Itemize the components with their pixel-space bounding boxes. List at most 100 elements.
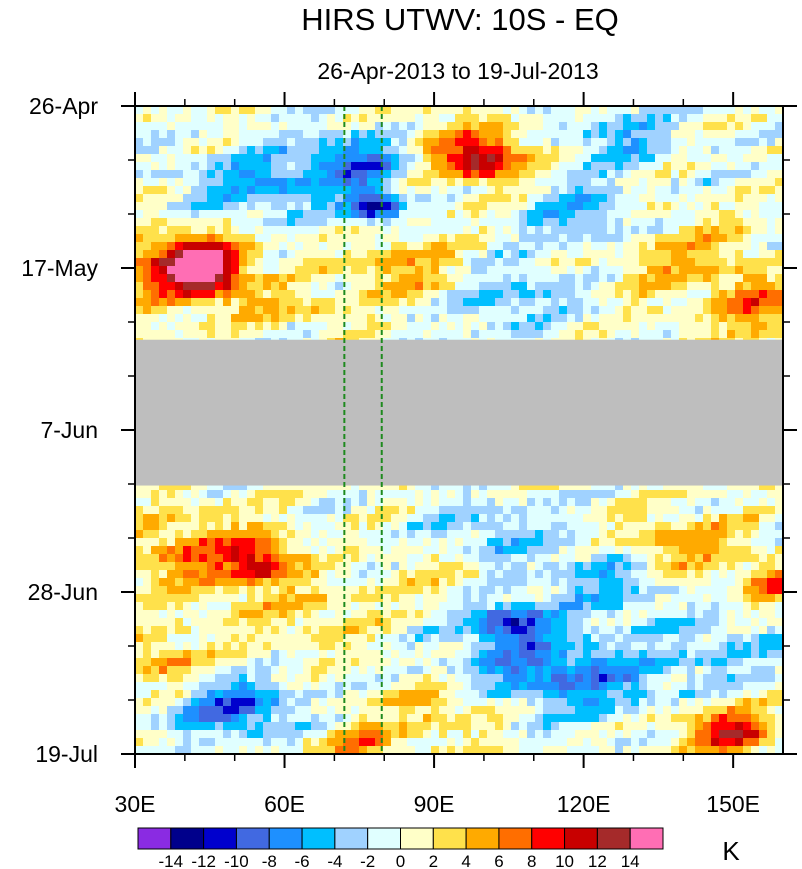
heatmap-cell [447,226,456,235]
heatmap-cell [551,642,560,651]
heatmap-cell [327,162,336,171]
heatmap-cell [239,530,248,539]
heatmap-cell [591,674,600,683]
heatmap-cell [135,666,144,675]
heatmap-cell [439,674,448,683]
heatmap-cell [423,722,432,731]
heatmap-cell [295,514,304,523]
heatmap-cell [343,546,352,555]
heatmap-cell [463,170,472,179]
heatmap-cell [311,538,320,547]
heatmap-cell [159,562,168,571]
heatmap-cell [447,266,456,275]
heatmap-cell [239,738,248,747]
heatmap-cell [223,714,232,723]
heatmap-cell [351,290,360,299]
heatmap-cell [311,266,320,275]
heatmap-cell [287,210,296,219]
heatmap-cell [263,722,272,731]
heatmap-cell [575,530,584,539]
heatmap-cell [567,210,576,219]
heatmap-cell [599,202,608,211]
heatmap-cell [527,330,536,339]
heatmap-cell [319,602,328,611]
heatmap-cell [247,586,256,595]
heatmap-cell [343,506,352,515]
heatmap-cell [199,674,208,683]
heatmap-cell [239,146,248,155]
heatmap-cell [607,586,616,595]
heatmap-cell [503,266,512,275]
heatmap-cell [567,610,576,619]
heatmap-cell [135,610,144,619]
heatmap-cell [287,506,296,515]
heatmap-cell [511,274,520,283]
heatmap-cell [287,194,296,203]
heatmap-cell [615,722,624,731]
heatmap-cell [535,722,544,731]
heatmap-cell [295,562,304,571]
heatmap-cell [471,674,480,683]
heatmap-cell [167,306,176,315]
heatmap-cell [303,258,312,267]
heatmap-cell [463,186,472,195]
heatmap-cell [351,562,360,571]
heatmap-cell [447,298,456,307]
heatmap-cell [455,490,464,499]
heatmap-cell [599,122,608,131]
heatmap-cell [135,730,144,739]
heatmap-cell [207,210,216,219]
heatmap-cell [287,690,296,699]
heatmap-cell [239,594,248,603]
heatmap-cell [479,298,488,307]
heatmap-cell [479,146,488,155]
heatmap-cell [319,642,328,651]
heatmap-cell [567,522,576,531]
heatmap-cell [375,490,384,499]
heatmap-cell [591,586,600,595]
heatmap-cell [399,690,408,699]
heatmap-cell [479,714,488,723]
heatmap-cell [455,170,464,179]
heatmap-cell [583,170,592,179]
heatmap-cell [575,618,584,627]
heatmap-cell [503,626,512,635]
heatmap-cell [519,666,528,675]
heatmap-cell [439,314,448,323]
heatmap-cell [551,218,560,227]
heatmap-cell [503,130,512,139]
heatmap-cell [407,738,416,747]
heatmap-cell [271,266,280,275]
heatmap-cell [167,106,176,115]
heatmap-cell [479,730,488,739]
heatmap-cell [423,658,432,667]
heatmap-cell [479,578,488,587]
heatmap-cell [511,330,520,339]
heatmap-cell [575,162,584,171]
heatmap-cell [503,146,512,155]
heatmap-cell [599,658,608,667]
heatmap-cell [559,586,568,595]
heatmap-cell [271,746,280,755]
heatmap-cell [527,138,536,147]
heatmap-cell [167,234,176,243]
heatmap-cell [383,170,392,179]
heatmap-cell [399,202,408,211]
heatmap-cell [263,210,272,219]
heatmap-cell [335,706,344,715]
heatmap-cell [143,706,152,715]
heatmap-cell [599,234,608,243]
heatmap-cell [599,330,608,339]
heatmap-cell [303,162,312,171]
heatmap-cell [319,178,328,187]
heatmap-cell [215,530,224,539]
heatmap-cell [399,106,408,115]
heatmap-cell [375,514,384,523]
heatmap-cell [327,546,336,555]
heatmap-cell [175,122,184,131]
heatmap-cell [303,562,312,571]
heatmap-cell [351,162,360,171]
heatmap-cell [239,730,248,739]
heatmap-cell [143,298,152,307]
heatmap-cell [575,138,584,147]
